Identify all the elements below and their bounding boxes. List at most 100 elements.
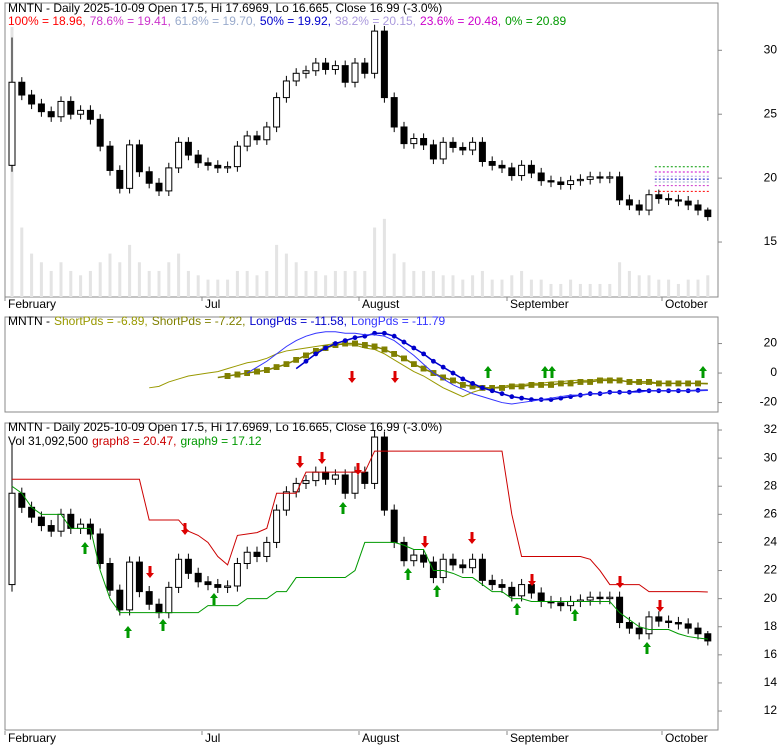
- candle-body: [439, 558, 447, 579]
- candle-body: [135, 561, 143, 593]
- candle-body: [282, 80, 290, 99]
- volume-bar: [627, 270, 631, 297]
- y-tick-label: 12: [764, 703, 778, 717]
- volume-bar: [88, 270, 92, 297]
- sell-arrow: [391, 371, 399, 383]
- volume-bar: [608, 283, 612, 297]
- candle-body: [224, 585, 232, 588]
- volume-bar: [578, 283, 582, 297]
- candle-body: [37, 516, 45, 527]
- volume-bar: [598, 283, 602, 297]
- x-tick-label: October: [665, 297, 708, 311]
- series-line: [295, 330, 708, 403]
- header-item: LongPds = -11.58,: [249, 314, 347, 328]
- y-tick-label: 28: [764, 478, 778, 492]
- volume-bar: [539, 279, 543, 297]
- candle-body: [635, 627, 643, 635]
- buy-arrow: [433, 585, 441, 597]
- candle-body: [674, 199, 682, 202]
- candle-body: [8, 81, 16, 166]
- y-tick-label: 30: [764, 450, 778, 464]
- x-tick-label: September: [510, 731, 569, 745]
- candle-body: [488, 579, 496, 586]
- header-item: 78.6% = 19.41,: [90, 14, 171, 28]
- y-tick-label: -20: [760, 395, 778, 409]
- header-item: MNTN - Daily 2025-10-09 Open 17.5, Hi 17…: [8, 420, 442, 434]
- candle-body: [439, 141, 447, 160]
- candle-body: [86, 109, 94, 120]
- candle-body: [459, 564, 467, 569]
- volume-bar: [667, 279, 671, 297]
- candle-body: [67, 513, 75, 529]
- volume-bar: [137, 262, 141, 297]
- y-tick-label: 20: [764, 336, 778, 350]
- candle-body: [567, 180, 575, 186]
- candle-body: [694, 204, 702, 211]
- sell-arrow: [468, 532, 476, 544]
- x-tick-label: October: [665, 731, 708, 745]
- candle-body: [380, 436, 388, 511]
- volume-bar: [69, 270, 73, 297]
- header-item: Vol 31,092,500: [8, 434, 88, 448]
- y-tick-label: 16: [764, 647, 778, 661]
- y-tick-label: 14: [764, 675, 778, 689]
- header-item: ShortPds = -7.22,: [152, 314, 246, 328]
- buy-arrow: [699, 366, 707, 378]
- y-tick-label: 30: [764, 42, 778, 56]
- candle-body: [449, 141, 457, 148]
- candle-body: [145, 171, 153, 184]
- candle-body: [351, 471, 359, 494]
- candle-body: [204, 581, 212, 586]
- volume-bar: [128, 244, 132, 297]
- x-tick-label: Jul: [205, 297, 220, 311]
- candle-body: [704, 633, 712, 642]
- candle-body: [527, 584, 535, 594]
- candle-body: [498, 584, 506, 588]
- volume-bar: [676, 283, 680, 297]
- candle-body: [537, 172, 545, 182]
- candle-body: [635, 204, 643, 211]
- candle-body: [116, 169, 124, 189]
- candle-body: [390, 509, 398, 543]
- candle-body: [586, 596, 594, 601]
- signal-panel: [4, 422, 719, 731]
- volume-bar: [353, 270, 357, 297]
- volume-bar: [412, 270, 416, 297]
- candle-body: [184, 558, 192, 574]
- x-tick-label: February: [8, 297, 56, 311]
- candle-body: [96, 118, 104, 147]
- header-item: ShortPds = -6.89,: [54, 314, 148, 328]
- volume-bar: [226, 279, 230, 297]
- candle-body: [145, 591, 153, 605]
- volume-bar: [637, 275, 641, 297]
- series-line: [11, 485, 708, 640]
- candle-body: [96, 533, 104, 565]
- y-tick-label: 25: [764, 106, 778, 120]
- header: MNTN - Daily 2025-10-09 Open 17.5, Hi 17…: [8, 420, 442, 434]
- candle-body: [655, 194, 663, 200]
- candle-body: [557, 602, 565, 607]
- candle-body: [233, 563, 241, 587]
- header: 100% = 18.96, 78.6% = 19.41, 61.8% = 19.70…: [8, 14, 566, 28]
- candle-body: [508, 586, 516, 597]
- volume-bar: [324, 275, 328, 297]
- header-item: 100% = 18.96,: [8, 14, 86, 28]
- candle-body: [28, 94, 36, 105]
- price-panel: [4, 2, 719, 298]
- volume-bar: [333, 270, 337, 297]
- sell-arrow: [318, 452, 326, 464]
- volume-bar: [147, 270, 151, 297]
- candle-body: [214, 164, 222, 169]
- volume-bar: [206, 279, 210, 297]
- candle-body: [282, 491, 290, 511]
- y-tick-label: 24: [764, 535, 778, 549]
- candle-body: [312, 471, 320, 482]
- volume-bar: [167, 262, 171, 297]
- candle-body: [302, 480, 310, 484]
- candle-body: [47, 111, 55, 118]
- candle-body: [518, 584, 526, 597]
- buy-arrow: [339, 502, 347, 514]
- y-tick-label: 15: [764, 234, 778, 248]
- candle-body: [175, 141, 183, 169]
- header: MNTN - Daily 2025-10-09 Open 17.5, Hi 17…: [8, 1, 442, 15]
